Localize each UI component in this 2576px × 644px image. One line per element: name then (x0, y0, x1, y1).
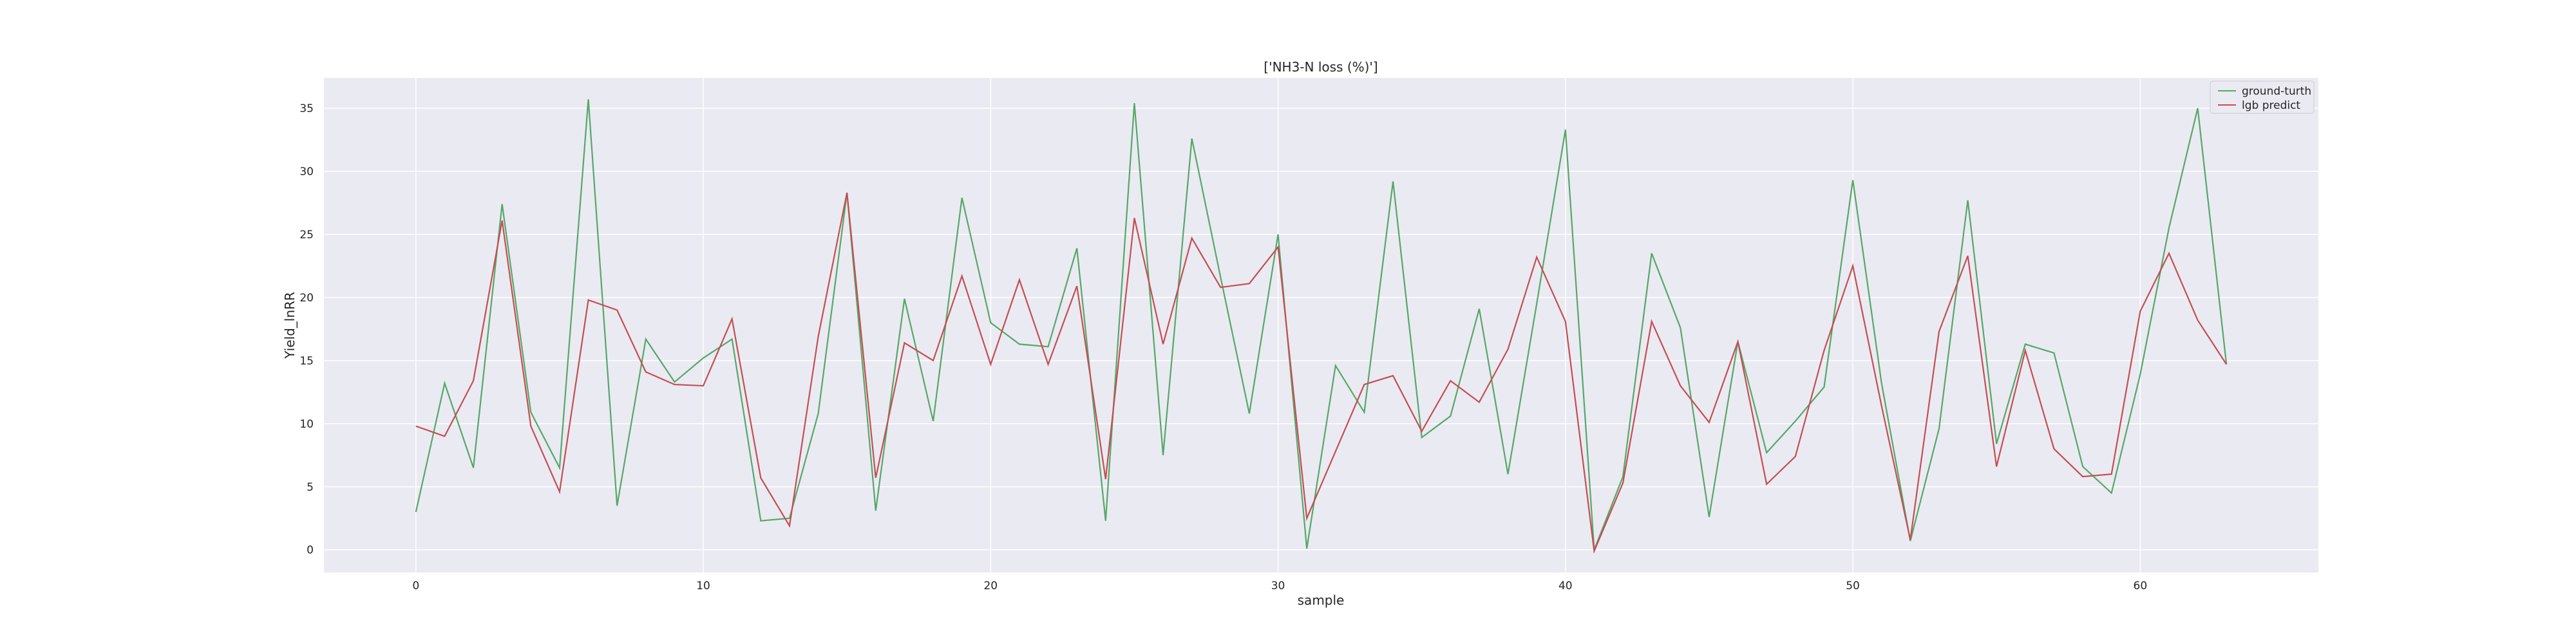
x-tick-label: 0 (412, 580, 419, 592)
legend-box (2210, 80, 2315, 114)
x-axis-label: sample (1298, 592, 1345, 608)
y-tick-label: 15 (299, 355, 314, 368)
y-tick-label: 20 (299, 292, 314, 305)
y-tick-label: 30 (299, 166, 314, 178)
y-axis-label: Yield_lnRR (282, 292, 298, 359)
legend: ground-turth lgb predict (2210, 80, 2315, 114)
chart-title: ['NH3-N loss (%)'] (1264, 59, 1378, 75)
plot-background (324, 78, 2318, 573)
ticks: 0 10 20 30 40 50 60 0 5 10 15 20 25 30 35 (299, 102, 2147, 592)
x-tick-label: 30 (1271, 580, 1285, 592)
y-tick-label: 0 (307, 544, 314, 557)
series-layer (415, 99, 2228, 554)
y-tick-label: 10 (299, 418, 314, 431)
legend-label-lgb-predict: lgb predict (2242, 99, 2300, 112)
series-line-lgb-predict (415, 193, 2228, 554)
y-tick-label: 35 (299, 102, 314, 115)
y-tick-label: 25 (299, 229, 314, 242)
x-tick-label: 20 (983, 580, 998, 592)
x-tick-label: 60 (2134, 580, 2148, 592)
grid (324, 78, 2318, 573)
x-tick-label: 50 (1846, 580, 1860, 592)
legend-label-ground-turth: ground-turth (2242, 85, 2311, 98)
x-tick-label: 10 (696, 580, 710, 592)
x-tick-label: 40 (1558, 580, 1573, 592)
series-line-ground-turth (415, 99, 2228, 551)
y-tick-label: 5 (307, 481, 314, 494)
